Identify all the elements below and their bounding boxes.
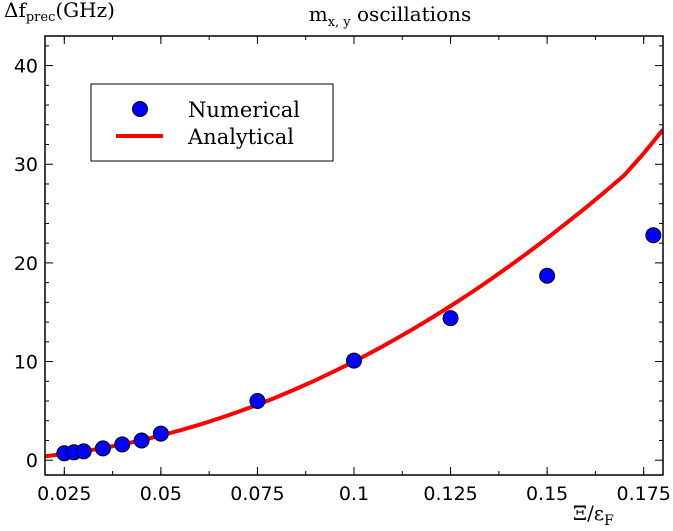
ylabel-sub: prec <box>26 10 56 25</box>
ylabel-main: Δf <box>4 0 27 22</box>
data-point-numerical <box>114 436 131 453</box>
xlabel-main: Ξ/ε <box>573 501 604 525</box>
y-tick-label: 10 <box>14 352 38 374</box>
data-point-numerical <box>645 227 662 244</box>
y-tick-label: 40 <box>14 56 38 78</box>
plot-marks <box>45 128 663 462</box>
axis-ticks <box>45 36 663 475</box>
title-sub: x, y <box>328 15 352 30</box>
x-tick-label: 0.1 <box>339 483 369 505</box>
axis-tick-labels: 0.025 0.05 0.075 0.1 0.125 0.15 0.175 0 10 20 30 40 <box>14 56 671 505</box>
x-tick-label: 0.125 <box>423 483 477 505</box>
title-rest: oscillations <box>351 2 472 26</box>
data-point-numerical <box>75 443 92 460</box>
data-point-numerical <box>133 432 150 449</box>
x-tick-label: 0.025 <box>37 483 91 505</box>
legend-box <box>90 83 334 162</box>
data-point-numerical <box>94 440 111 457</box>
ylabel-rest: (GHz) <box>55 0 115 22</box>
y-tick-label: 20 <box>14 253 38 275</box>
legend: Numerical Analytical <box>90 83 334 162</box>
x-axis-label: Ξ/εF <box>573 501 614 529</box>
data-point-numerical <box>152 425 169 442</box>
legend-label-numerical: Numerical <box>188 98 300 122</box>
y-tick-label: 30 <box>14 154 38 176</box>
x-tick-label: 0.075 <box>230 483 284 505</box>
legend-label-analytical: Analytical <box>187 125 294 149</box>
series-line-analytical <box>45 128 663 459</box>
chart-title: mx, y oscillations <box>309 2 472 30</box>
y-axis-label: Δfprec(GHz) <box>4 0 115 25</box>
y-tick-label: 0 <box>26 450 38 472</box>
data-point-numerical <box>442 310 459 327</box>
data-point-numerical <box>346 352 362 369</box>
xlabel-sub: F <box>604 513 614 529</box>
title-main: m <box>309 2 328 26</box>
data-point-numerical <box>249 393 266 410</box>
legend-marker-numerical <box>132 101 148 117</box>
x-tick-label: 0.175 <box>616 483 670 505</box>
x-tick-label: 0.05 <box>140 483 182 505</box>
data-point-numerical <box>539 267 556 284</box>
x-tick-label: 0.15 <box>526 483 568 505</box>
